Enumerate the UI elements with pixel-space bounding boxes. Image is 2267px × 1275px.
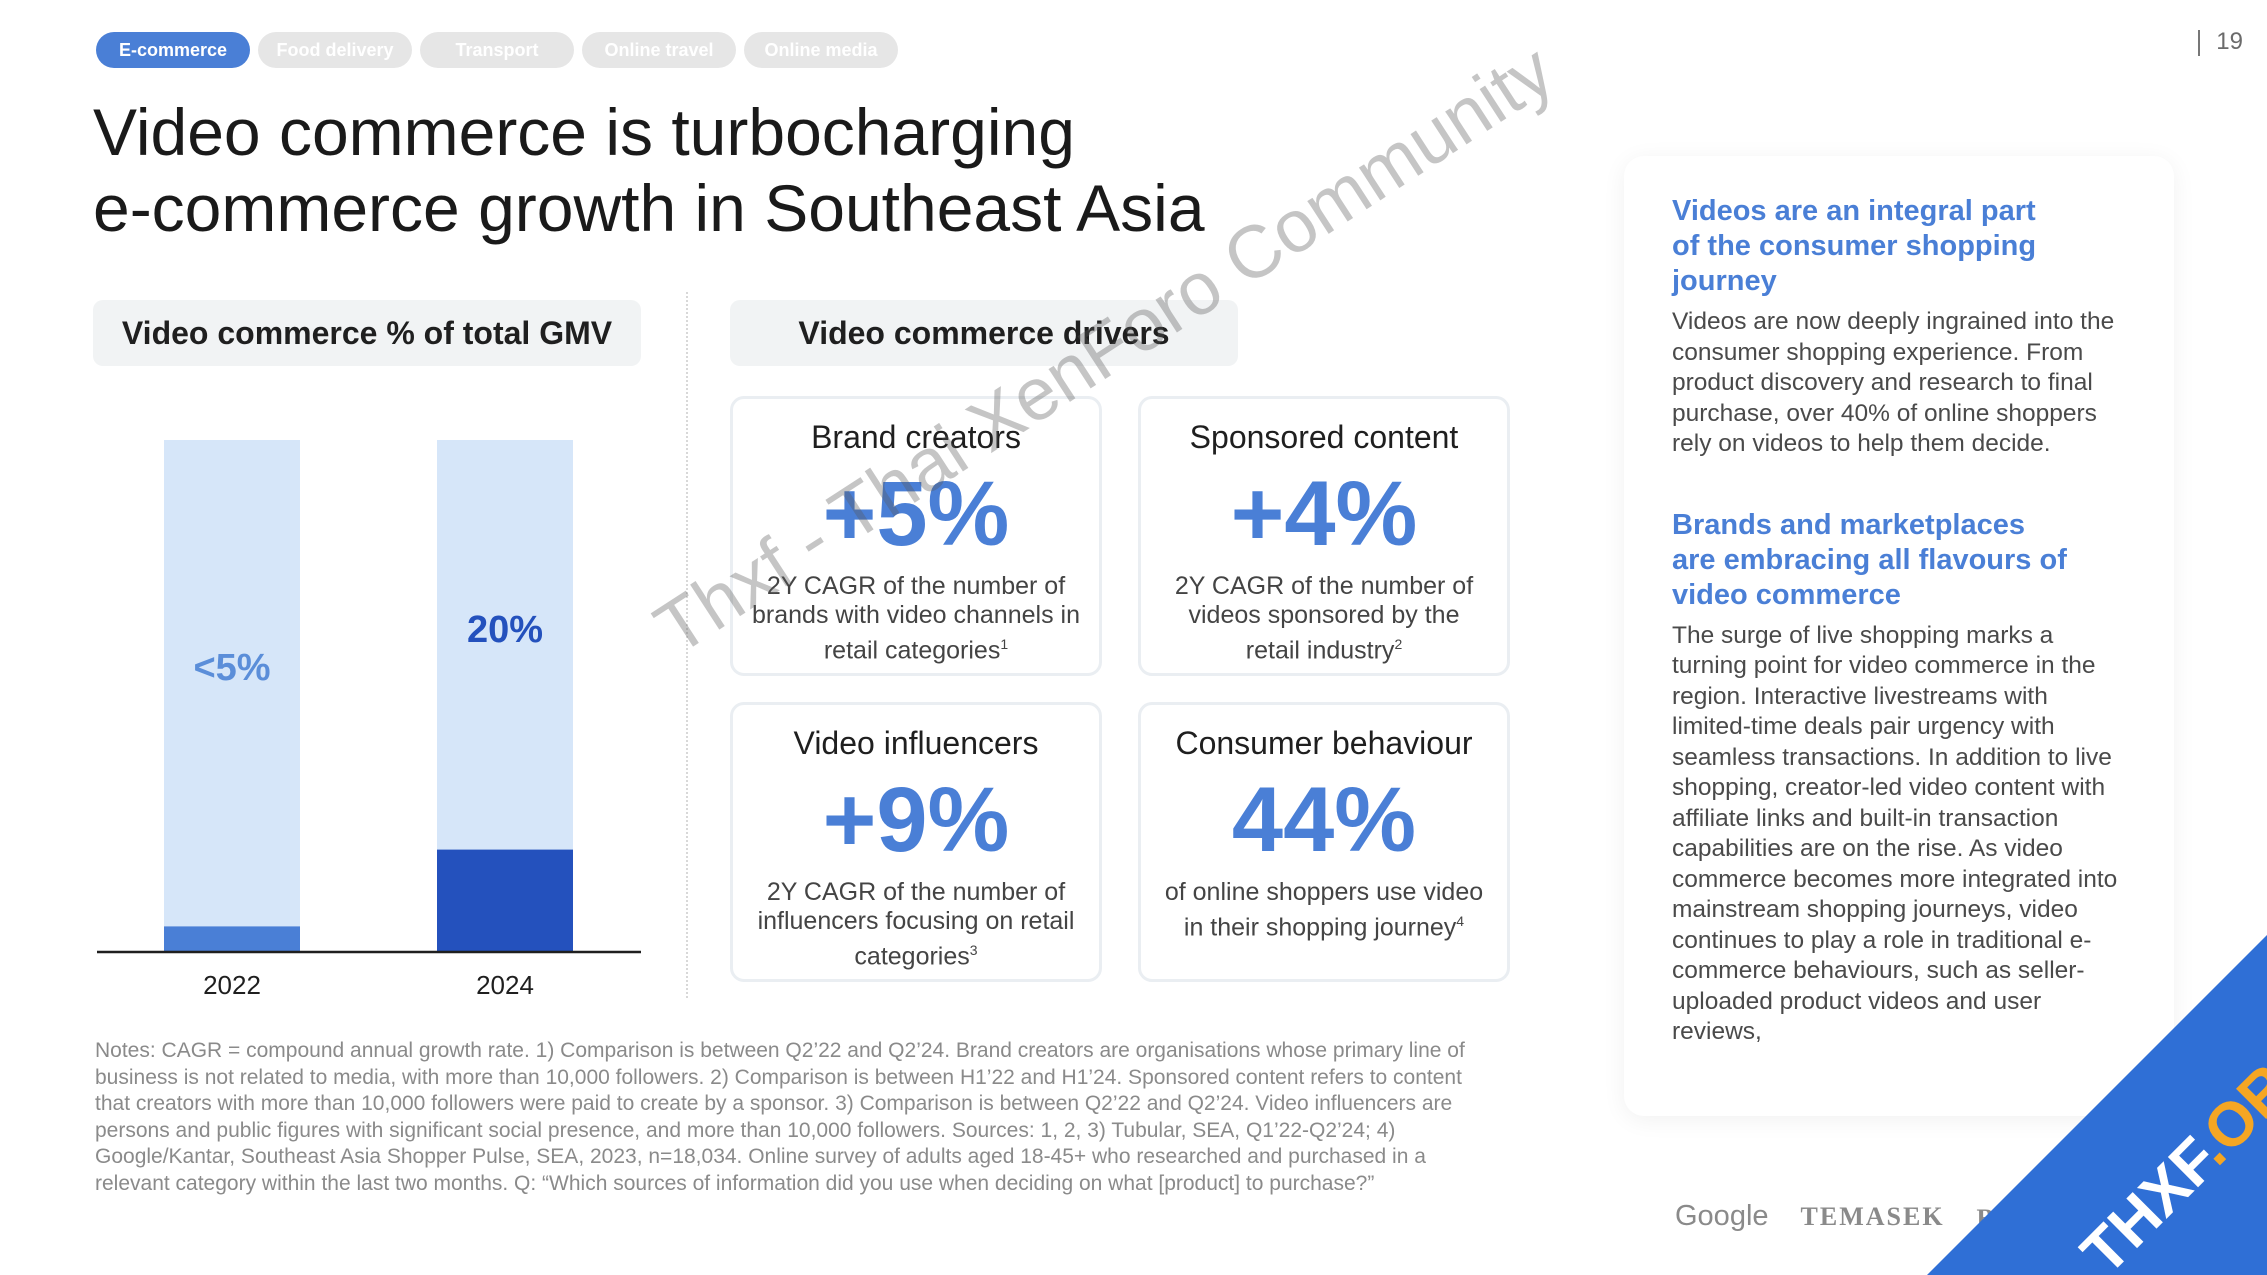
card-title: Consumer behaviour bbox=[1175, 725, 1473, 761]
section-tabs: E-commerce Food delivery Transport Onlin… bbox=[96, 32, 898, 68]
gmv-bar-chart: <5% 2022 20% 2024 bbox=[97, 440, 641, 1000]
footnote-marker: 2 bbox=[1394, 636, 1403, 652]
tab-transport[interactable]: Transport bbox=[420, 32, 574, 68]
tab-ecommerce[interactable]: E-commerce bbox=[96, 32, 250, 68]
card-value: +9% bbox=[822, 769, 1010, 871]
labels-layer: <5% 2022 20% 2024 bbox=[193, 609, 543, 1000]
page-title: Video commerce is turbocharging e-commer… bbox=[93, 94, 1393, 246]
bars-layer bbox=[164, 440, 573, 952]
card-description: 2Y CAGR of the number of brands with vid… bbox=[752, 572, 1080, 665]
tick-label-2022: 2022 bbox=[203, 970, 261, 1000]
insight-heading: Videos are an integral part of the consu… bbox=[1672, 195, 2037, 297]
bar-background-2022 bbox=[164, 440, 300, 952]
corner-watermark: THXF.ORG bbox=[1927, 935, 2267, 1275]
corner-triangle bbox=[1927, 935, 2267, 1275]
card-title: Video influencers bbox=[793, 725, 1039, 761]
card-description: 2Y CAGR of the number of influencers foc… bbox=[757, 878, 1075, 971]
insight-body: The surge of live shopping marks a turni… bbox=[1672, 621, 2118, 1046]
card-video-influencers: Video influencers +9% 2Y CAGR of the num… bbox=[730, 702, 1102, 982]
card-brand-creators: Brand creators +5% 2Y CAGR of the number… bbox=[730, 396, 1102, 676]
insight-body: Videos are now deeply ingrained into the… bbox=[1672, 308, 2115, 457]
bar-2022 bbox=[164, 926, 300, 952]
bar-2024 bbox=[437, 849, 573, 952]
card-sponsored-content: Sponsored content +4% 2Y CAGR of the num… bbox=[1138, 396, 1510, 676]
footnotes: Notes: CAGR = compound annual growth rat… bbox=[95, 1039, 1465, 1195]
panel-divider bbox=[686, 292, 688, 998]
temasek-logo: TEMASEK bbox=[1800, 1201, 1945, 1231]
title-line-2: e-commerce growth in Southeast Asia bbox=[93, 171, 1205, 245]
card-value: 44% bbox=[1231, 769, 1417, 871]
insight-section-2: Brands and marketplaces are embracing al… bbox=[1672, 508, 2126, 1048]
card-description: 2Y CAGR of the number of videos sponsore… bbox=[1174, 572, 1474, 665]
page-number: 19 bbox=[2198, 28, 2243, 56]
footnote-marker: 3 bbox=[969, 942, 978, 958]
card-value: +5% bbox=[822, 463, 1010, 565]
card-description: of online shoppers use video in their sh… bbox=[1164, 878, 1484, 942]
tab-food-delivery[interactable]: Food delivery bbox=[258, 32, 412, 68]
footnote-marker: 1 bbox=[1000, 636, 1009, 652]
page-number-divider bbox=[2198, 29, 2201, 56]
drivers-panel-heading: Video commerce drivers bbox=[730, 300, 1238, 366]
tab-online-travel[interactable]: Online travel bbox=[582, 32, 736, 68]
card-title: Brand creators bbox=[811, 419, 1021, 455]
insight-heading: Brands and marketplaces are embracing al… bbox=[1672, 508, 2067, 611]
tab-online-media[interactable]: Online media bbox=[744, 32, 898, 68]
title-line-1: Video commerce is turbocharging bbox=[93, 95, 1075, 169]
card-consumer-behaviour: Consumer behaviour 44% of online shopper… bbox=[1138, 702, 1510, 982]
footnote-marker: 4 bbox=[1456, 913, 1465, 929]
gmv-panel-heading: Video commerce % of total GMV bbox=[93, 300, 641, 366]
data-label-2022: <5% bbox=[193, 647, 270, 689]
tick-label-2024: 2024 bbox=[476, 970, 534, 1000]
data-label-2024: 20% bbox=[467, 609, 543, 651]
card-value: +4% bbox=[1230, 463, 1418, 565]
google-logo: Google bbox=[1675, 1200, 1769, 1232]
card-title: Sponsored content bbox=[1189, 419, 1459, 455]
insight-section-1: Videos are an integral part of the consu… bbox=[1672, 194, 2126, 460]
